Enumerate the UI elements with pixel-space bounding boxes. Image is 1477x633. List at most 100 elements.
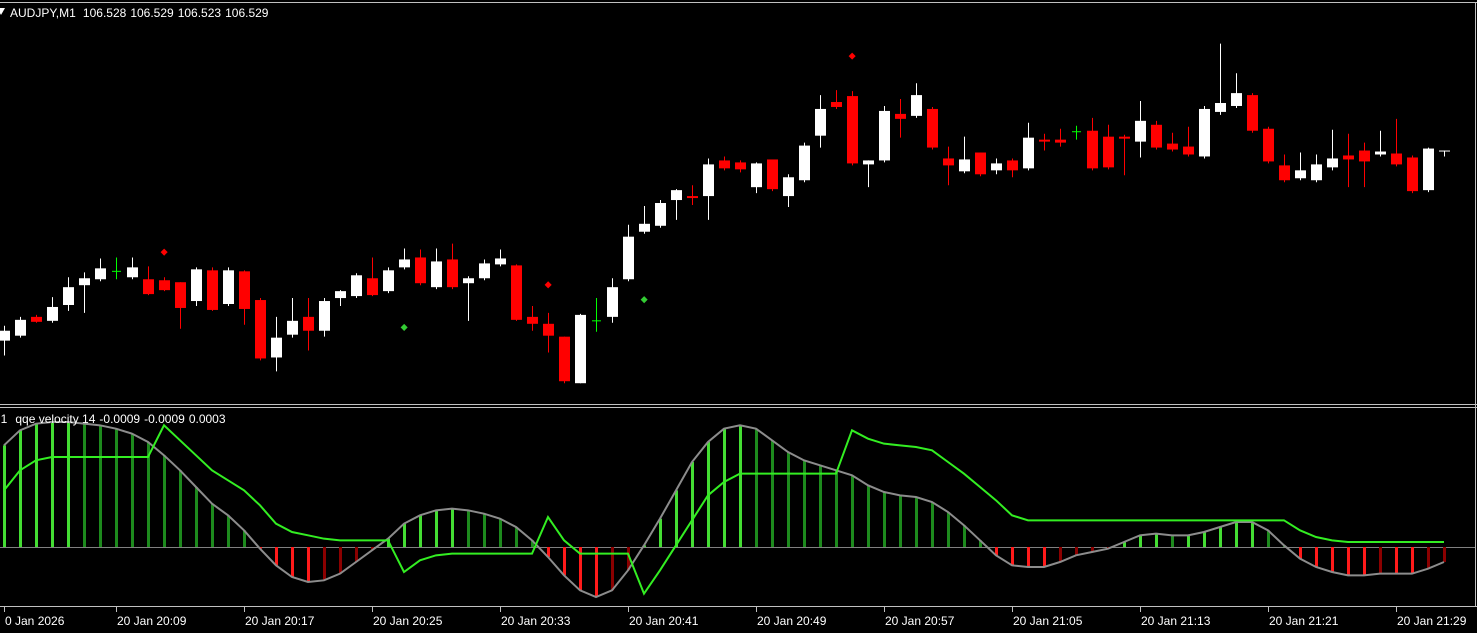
histogram-bar: [1411, 547, 1414, 574]
histogram-bar: [1139, 535, 1142, 547]
header-value: 106.529: [225, 6, 269, 20]
candle-body: [431, 261, 442, 288]
histogram-bar: [595, 547, 598, 597]
histogram-bar: [931, 502, 934, 547]
histogram-bar: [3, 445, 6, 547]
histogram-bar: [67, 422, 70, 547]
histogram-bar: [195, 487, 198, 547]
histogram-bar: [163, 455, 166, 547]
histogram-bar: [451, 508, 454, 547]
histogram-bar: [1299, 547, 1302, 559]
histogram-bar: [307, 547, 310, 582]
histogram-bar: [355, 547, 358, 562]
histogram-bar: [963, 525, 966, 547]
candle-body: [863, 160, 874, 165]
histogram-bar: [723, 428, 726, 547]
candle-body: [1055, 139, 1066, 143]
histogram-bar: [947, 512, 950, 547]
histogram-bar: [339, 547, 342, 574]
candle-body: [463, 278, 474, 284]
candle-body: [303, 316, 314, 331]
histogram-bar: [755, 428, 758, 547]
candle-body: [911, 95, 922, 116]
candle-body: [991, 163, 1002, 171]
candle-body: [767, 159, 778, 190]
x-tick-label: 20 Jan 20:49: [757, 614, 827, 628]
x-tick-label: 20 Jan 21:21: [1269, 614, 1339, 628]
candle-body: [735, 162, 746, 170]
candle-body: [1231, 93, 1242, 106]
candle-body: [783, 177, 794, 197]
candle-body: [927, 108, 938, 148]
candle-body: [271, 337, 282, 358]
histogram-bar: [1123, 542, 1126, 547]
histogram-bar: [675, 490, 678, 547]
histogram-bar: [435, 510, 438, 547]
symbol-label: AUDJPY,M1: [10, 6, 76, 20]
x-tick-label: 0 Jan 2026: [5, 614, 65, 628]
x-tick-label: 20 Jan 21:29: [1397, 614, 1467, 628]
candle-body: [1423, 148, 1434, 191]
indicator-header: l1 qqe velocity 14 -0.0009 -0.0009 0.0003: [0, 412, 226, 426]
indicator-name: qqe velocity 14: [15, 412, 95, 426]
histogram-bar: [1235, 522, 1238, 547]
candle-body: [895, 113, 906, 119]
candle-body: [95, 268, 106, 280]
indicator-line: [3, 423, 1444, 596]
histogram-bar: [179, 470, 182, 547]
candle-body: [1343, 155, 1354, 160]
histogram-bar: [371, 547, 374, 551]
price-panel: [0, 43, 1450, 384]
x-tick-label: 20 Jan 21:05: [1013, 614, 1083, 628]
histogram-bar: [883, 492, 886, 547]
histogram-bar: [275, 547, 278, 566]
candle-body: [639, 223, 650, 232]
candle-body: [575, 314, 586, 384]
histogram-bar: [915, 497, 918, 547]
candle-body: [559, 336, 570, 382]
histogram-bar: [243, 530, 246, 547]
histogram-bar: [403, 523, 406, 547]
histogram-bar: [35, 423, 38, 547]
histogram-bar: [563, 547, 566, 576]
x-tick-label: 20 Jan 20:41: [629, 614, 699, 628]
candle-body: [335, 291, 346, 299]
histogram-bar: [579, 547, 582, 591]
histogram-bar: [1155, 533, 1158, 547]
x-tick-label: 20 Jan 20:17: [245, 614, 315, 628]
histogram-bar: [611, 547, 614, 591]
histogram-bar: [1027, 547, 1030, 567]
candle-body: [607, 287, 618, 317]
x-tick-label: 20 Jan 20:25: [373, 614, 443, 628]
x-tick-label: 20 Jan 20:57: [885, 614, 955, 628]
histogram-bar: [691, 462, 694, 547]
candle-body: [1359, 150, 1370, 162]
histogram-bar: [1315, 547, 1318, 567]
histogram-bar: [659, 518, 662, 547]
candle-body: [255, 300, 266, 359]
candle-body: [511, 265, 522, 320]
candle-body: [959, 159, 970, 172]
histogram-bar: [1187, 535, 1190, 547]
candle-body: [1247, 95, 1258, 131]
candle-body: [1327, 158, 1338, 168]
histogram-bar: [1171, 535, 1174, 547]
candle-body: [1311, 164, 1322, 181]
candle-body: [1215, 103, 1226, 112]
candle-body: [1263, 128, 1274, 162]
candle-body: [879, 110, 890, 161]
x-tick-label: 20 Jan 20:33: [501, 614, 571, 628]
header-value: 106.523: [178, 6, 222, 20]
candle-body: [975, 152, 986, 175]
candle-body: [143, 279, 154, 295]
candle-body: [79, 278, 90, 286]
indicator-value: -0.0009: [144, 412, 185, 426]
candle-body: [751, 163, 762, 188]
candle-body: [1023, 137, 1034, 169]
candle-body: [1375, 151, 1386, 155]
histogram-bar: [835, 470, 838, 547]
histogram-bar: [787, 452, 790, 547]
histogram-bar: [1267, 530, 1270, 547]
signal-marker: [640, 296, 648, 304]
histogram-bar: [51, 422, 54, 547]
